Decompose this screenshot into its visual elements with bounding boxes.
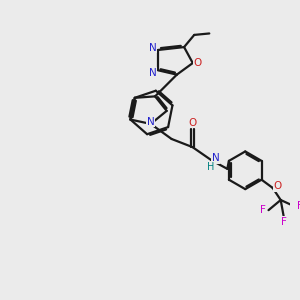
Text: F: F <box>260 205 266 214</box>
Text: F: F <box>281 217 287 227</box>
Text: H: H <box>207 161 214 172</box>
Text: N: N <box>149 43 157 53</box>
Text: N: N <box>212 153 219 164</box>
Text: N: N <box>147 117 154 127</box>
Text: N: N <box>149 68 157 78</box>
Text: O: O <box>188 118 196 128</box>
Text: O: O <box>194 58 202 68</box>
Text: F: F <box>297 201 300 211</box>
Text: O: O <box>273 182 282 191</box>
